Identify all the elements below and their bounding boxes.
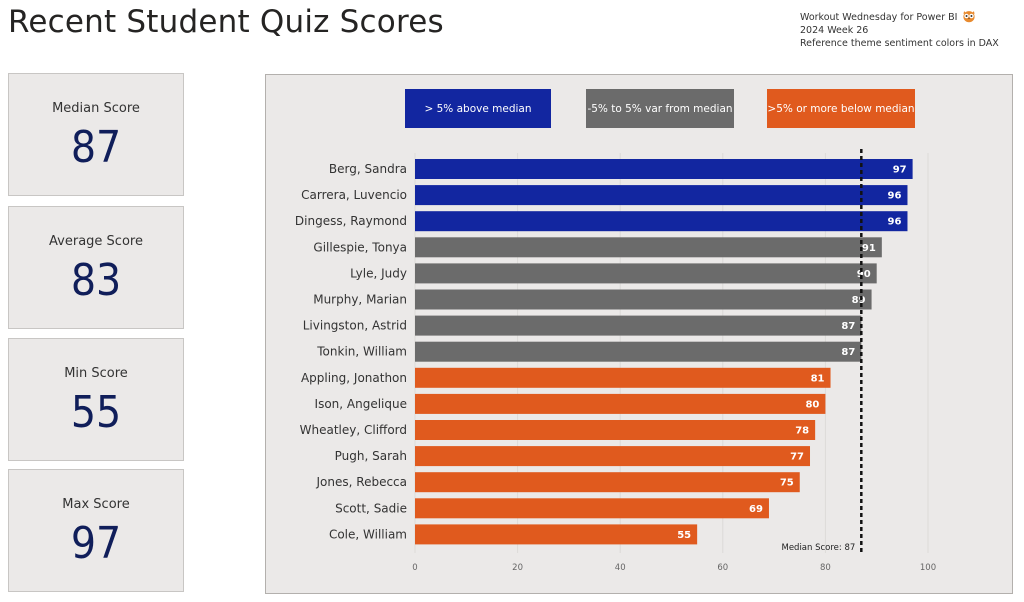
bar[interactable] (415, 159, 913, 179)
card-label: Min Score (64, 366, 128, 381)
bar-value-label: 96 (888, 217, 902, 228)
legend-below-median-button[interactable]: >5% or more below median (767, 89, 915, 128)
bar-value-label: 90 (857, 269, 871, 280)
category-label: Jones, Rebecca (316, 475, 407, 489)
bar-value-label: 80 (805, 399, 819, 410)
card-value: 97 (70, 518, 122, 569)
bar[interactable] (415, 446, 811, 467)
bar-value-label: 89 (852, 295, 866, 306)
max-score-card: Max Score 97 (8, 469, 184, 592)
category-label: Tonkin, William (316, 345, 407, 359)
bar[interactable] (415, 289, 872, 310)
bar-value-label: 91 (862, 243, 876, 254)
bar[interactable] (415, 420, 816, 440)
bar[interactable] (415, 237, 882, 258)
card-label: Median Score (52, 101, 140, 116)
card-label: Average Score (49, 234, 143, 249)
bar[interactable] (415, 341, 862, 362)
category-label: Appling, Jonathon (301, 371, 407, 385)
note-line-3: Reference theme sentiment colors in DAX (800, 38, 999, 49)
page-title: Recent Student Quiz Scores (8, 4, 444, 40)
x-tick-label: 0 (412, 563, 417, 573)
bar[interactable] (415, 472, 800, 493)
median-label: Median Score: 87 (781, 543, 855, 553)
x-tick-label: 100 (920, 563, 936, 573)
bar-value-label: 77 (790, 452, 804, 463)
median-score-card: Median Score 87 (8, 73, 184, 196)
average-score-card: Average Score 83 (8, 206, 184, 329)
category-label: Gillespie, Tonya (313, 240, 407, 254)
category-label: Cole, William (329, 527, 407, 541)
bar[interactable] (415, 185, 908, 206)
bar-value-label: 96 (888, 191, 902, 202)
category-label: Berg, Sandra (329, 162, 407, 176)
bar[interactable] (415, 211, 908, 232)
category-label: Livingston, Astrid (303, 319, 407, 333)
category-label: Murphy, Marian (313, 293, 407, 307)
bar-value-label: 69 (749, 504, 763, 515)
bar[interactable] (415, 263, 877, 284)
x-tick-label: 80 (820, 563, 831, 573)
bar-value-label: 87 (841, 347, 855, 358)
bar-chart: 0 20 40 60 80 100 Berg, Sandra 97 Carrera, Luven… (295, 149, 936, 573)
card-value: 87 (70, 122, 122, 173)
category-label: Lyle, Judy (350, 266, 407, 280)
owl-icon (963, 10, 976, 22)
bar[interactable] (415, 367, 831, 388)
category-label: Carrera, Luvencio (301, 188, 407, 202)
legend-near-median-button[interactable]: -5% to 5% var from median (586, 89, 734, 128)
bar-value-label: 55 (677, 530, 691, 541)
bar-value-label: 81 (811, 373, 825, 384)
challenge-note: Workout Wednesday for Power BI 2024 Week… (800, 10, 999, 50)
category-label: Ison, Angelique (315, 397, 407, 411)
x-tick-label: 40 (615, 563, 626, 573)
legend-above-median-button[interactable]: > 5% above median (405, 89, 551, 128)
card-label: Max Score (62, 497, 130, 512)
bar-value-label: 97 (893, 165, 907, 176)
bar[interactable] (415, 315, 862, 336)
note-line-2: 2024 Week 26 (800, 25, 869, 36)
chart-panel: > 5% above median -5% to 5% var from med… (265, 74, 1013, 594)
category-label: Pugh, Sarah (335, 449, 407, 463)
card-value: 83 (70, 255, 122, 306)
bar-value-label: 78 (795, 426, 809, 437)
min-score-card: Min Score 55 (8, 338, 184, 461)
x-tick-label: 60 (717, 563, 728, 573)
bar-value-label: 87 (841, 321, 855, 332)
category-label: Scott, Sadie (335, 501, 407, 515)
bar[interactable] (415, 498, 769, 519)
bar[interactable] (415, 524, 698, 545)
x-tick-label: 20 (512, 563, 523, 573)
bar[interactable] (415, 393, 826, 414)
category-label: Dingess, Raymond (295, 214, 407, 228)
note-line-1: Workout Wednesday for Power BI (800, 12, 958, 23)
card-value: 55 (70, 387, 122, 438)
bar-value-label: 75 (780, 478, 794, 489)
category-label: Wheatley, Clifford (300, 423, 407, 437)
